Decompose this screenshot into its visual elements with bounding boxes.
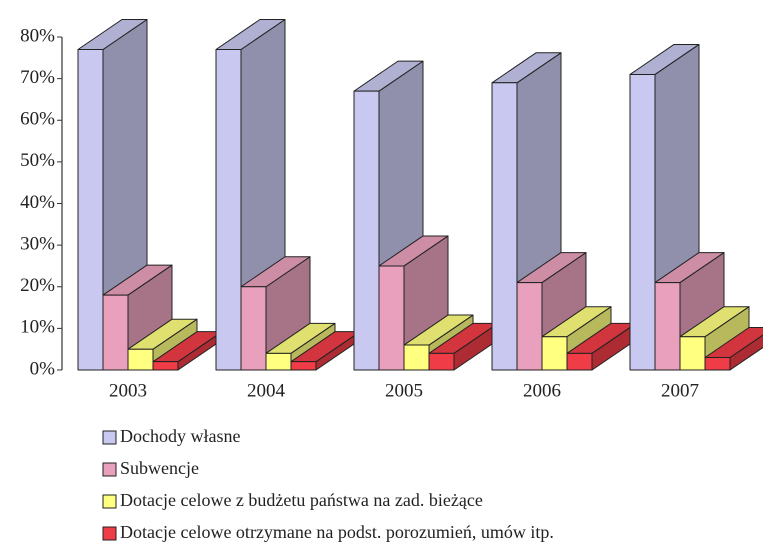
legend-label: Dotacje celowe otrzymane na podst. poroz… xyxy=(120,522,554,542)
legend-label: Subwencje xyxy=(120,458,199,478)
bar xyxy=(77,48,104,371)
y-tick-label: 80% xyxy=(20,25,55,46)
bar xyxy=(679,336,706,371)
bar xyxy=(566,352,593,371)
bar xyxy=(403,344,430,371)
y-tick-label: 50% xyxy=(20,150,55,171)
legend-swatch xyxy=(102,494,117,509)
y-tick-label: 30% xyxy=(20,233,55,254)
bar xyxy=(353,90,380,371)
legend-swatch xyxy=(102,526,117,541)
bar xyxy=(629,73,656,371)
x-tick-label: 2006 xyxy=(523,380,561,401)
x-tick-label: 2007 xyxy=(661,380,699,401)
legend-swatch xyxy=(102,430,117,445)
x-tick-label: 2003 xyxy=(109,380,147,401)
y-tick-label: 20% xyxy=(20,275,55,296)
bar xyxy=(541,336,568,371)
bar xyxy=(265,352,292,371)
legend-label: Dotacje celowe z budżetu państwa na zad.… xyxy=(120,490,483,510)
x-tick-label: 2005 xyxy=(385,380,423,401)
bar xyxy=(152,361,179,371)
bar xyxy=(215,48,242,371)
y-tick-label: 70% xyxy=(20,67,55,88)
legend-label: Dochody własne xyxy=(120,426,240,446)
bar xyxy=(240,286,267,371)
y-tick-label: 40% xyxy=(20,192,55,213)
bar xyxy=(704,357,731,371)
x-tick-label: 2004 xyxy=(247,380,286,401)
bar xyxy=(654,282,681,371)
legend-swatch xyxy=(102,462,117,477)
bar xyxy=(378,265,405,371)
y-tick-label: 0% xyxy=(30,358,56,379)
bar xyxy=(428,352,455,371)
y-tick-label: 10% xyxy=(20,317,55,338)
bar xyxy=(491,82,518,371)
bar xyxy=(290,361,317,371)
bar xyxy=(516,282,543,371)
y-tick-label: 60% xyxy=(20,109,55,130)
legend: Dochody własne Subwencje Dotacje celowe z … xyxy=(102,426,554,542)
bar xyxy=(127,348,154,371)
bar xyxy=(102,294,129,371)
